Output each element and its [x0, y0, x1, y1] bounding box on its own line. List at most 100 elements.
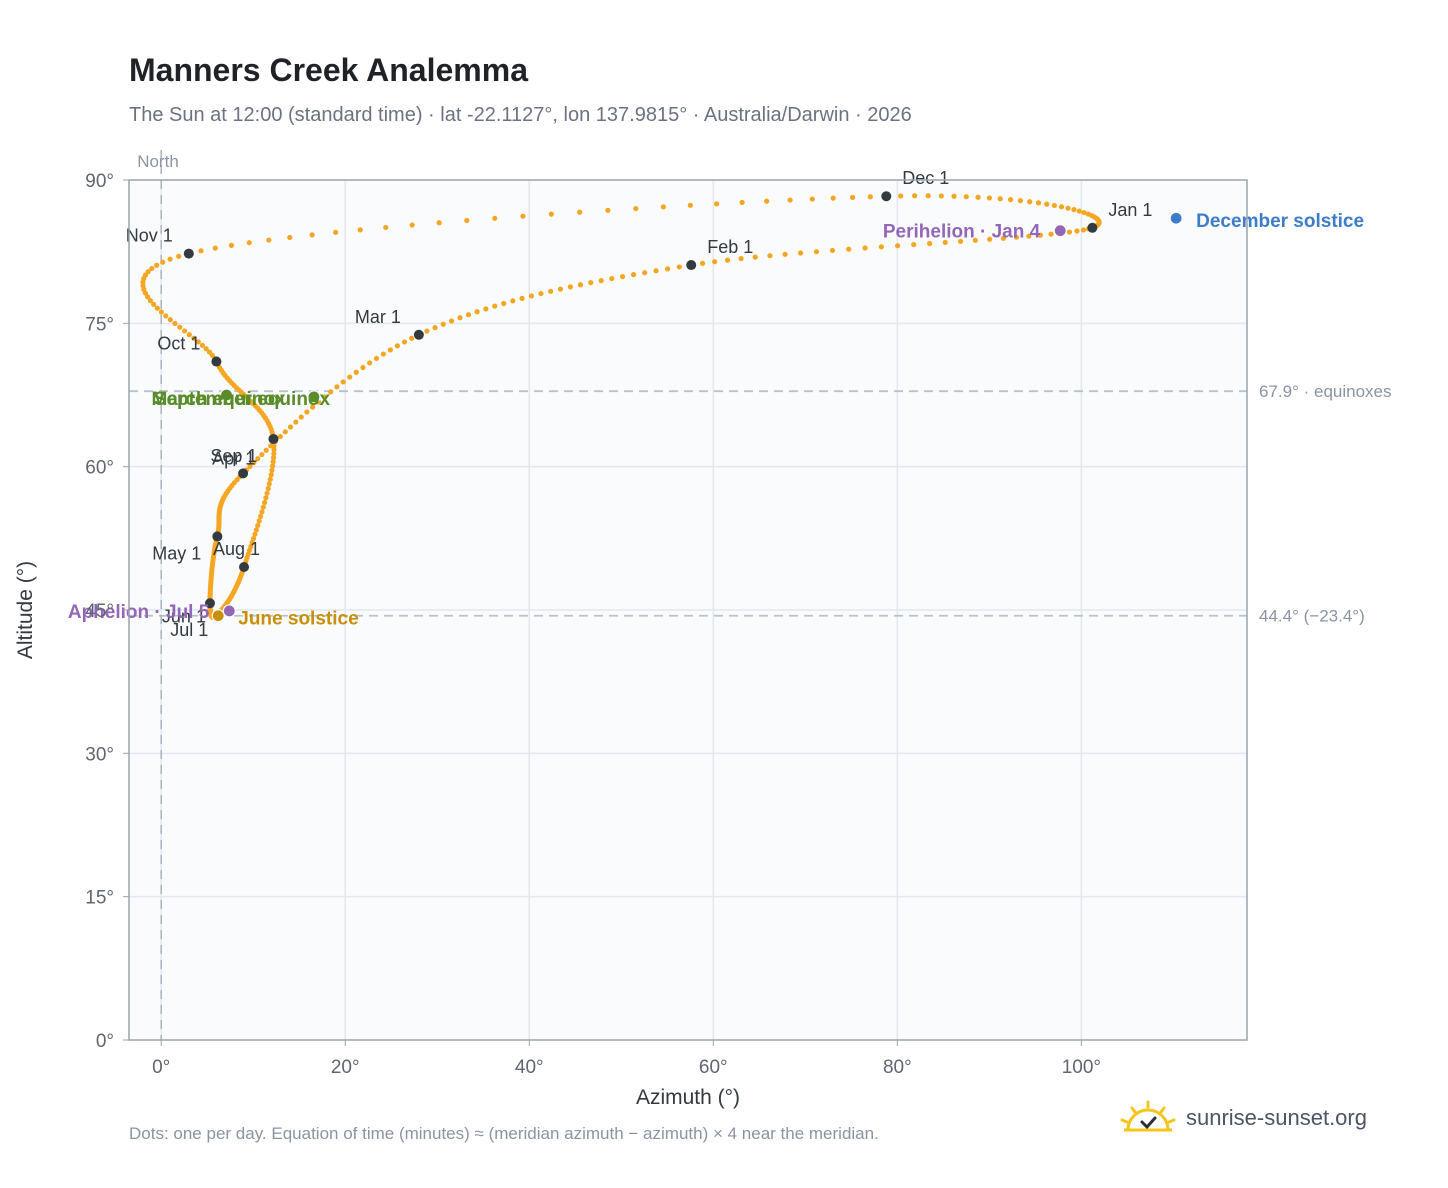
daily-dot — [383, 224, 389, 231]
daily-dot — [538, 290, 544, 297]
daily-dot — [588, 280, 594, 286]
daily-dot — [660, 204, 666, 210]
y-tick-label: 0° — [96, 1031, 114, 1052]
daily-dot — [465, 312, 472, 318]
daily-dot — [269, 467, 275, 473]
daily-dot — [160, 259, 166, 265]
daily-dot — [154, 305, 160, 311]
daily-dot — [394, 343, 400, 349]
daily-dot — [642, 270, 648, 276]
event-label: December solstice — [1196, 211, 1364, 232]
month-marker-jun-1 — [204, 598, 215, 609]
daily-dot — [271, 447, 277, 453]
month-label: Dec 1 — [902, 168, 949, 188]
daily-dot — [262, 499, 268, 506]
daily-dot — [1076, 208, 1082, 214]
daily-dot — [520, 213, 526, 219]
daily-dot — [528, 293, 535, 299]
daily-dot — [1007, 197, 1014, 203]
daily-dot — [687, 202, 693, 208]
daily-dot — [373, 355, 380, 362]
daily-dot — [448, 318, 455, 324]
daily-dot — [268, 472, 274, 478]
daily-dot — [181, 328, 188, 334]
daily-dot — [163, 313, 169, 319]
daily-dot — [483, 306, 489, 312]
north-line: North — [137, 150, 179, 1040]
north-label: North — [137, 152, 179, 171]
daily-dot — [1071, 207, 1077, 213]
daily-dot — [609, 275, 615, 282]
daily-dot — [264, 490, 270, 496]
daily-dot — [699, 260, 706, 266]
daily-dot — [409, 222, 415, 228]
daily-dot — [1081, 209, 1087, 216]
daily-dot — [252, 531, 258, 537]
daily-dot — [986, 195, 992, 201]
month-label: Mar 1 — [355, 307, 401, 327]
daily-dot — [167, 256, 173, 262]
daily-dot — [172, 320, 178, 327]
daily-dot — [248, 543, 254, 550]
daily-dot — [357, 227, 363, 233]
daily-dot — [149, 265, 155, 272]
event-label: March equinox — [151, 389, 286, 410]
daily-dot — [957, 238, 964, 244]
daily-dot — [334, 384, 340, 390]
y-tick-label: 30° — [85, 744, 114, 765]
x-tick-label: 80° — [883, 1057, 912, 1078]
daily-dot — [548, 211, 554, 217]
daily-dot — [1026, 233, 1032, 239]
daily-dot — [321, 394, 328, 400]
daily-dot — [186, 332, 192, 338]
axis-ticks: 0° 20° 40° 60° 80° 100° 0° 15° 30° 45° 60° 75° 90° — [85, 171, 1101, 1078]
daily-dot — [287, 424, 294, 430]
daily-dot — [1048, 231, 1054, 237]
sun-check-icon — [1120, 1100, 1176, 1132]
daily-dot — [440, 321, 446, 327]
daily-dot — [309, 232, 315, 238]
daily-dot — [251, 460, 257, 466]
daily-dot — [340, 379, 346, 385]
daily-dot — [360, 364, 366, 371]
daily-dot — [519, 295, 525, 301]
month-label: Nov 1 — [126, 226, 173, 246]
daily-dot — [353, 369, 359, 375]
event-label: Perihelion · Jan 4 — [883, 222, 1041, 243]
daily-dot — [972, 237, 978, 243]
daily-dot — [724, 257, 731, 263]
daily-dot — [1037, 232, 1043, 238]
x-tick-label: 60° — [699, 1057, 728, 1078]
daily-dot — [567, 284, 573, 290]
y-tick-label: 75° — [85, 314, 114, 335]
daily-dot — [253, 527, 259, 533]
event-label: September equinox — [154, 389, 331, 410]
daily-dot — [277, 433, 283, 440]
daily-dot — [942, 239, 948, 246]
daily-dot — [304, 409, 310, 415]
daily-dot — [619, 274, 626, 280]
daily-dot — [409, 335, 415, 341]
brand-text[interactable]: sunrise-sunset.org — [1186, 1105, 1367, 1130]
daily-dot — [255, 456, 261, 462]
daily-dot — [177, 324, 183, 330]
daily-dot — [1065, 205, 1071, 211]
daily-dot — [714, 201, 720, 207]
chart-subtitle: The Sun at 12:00 (standard time) · lat -… — [129, 104, 912, 126]
daily-dot — [145, 269, 151, 275]
y-tick-label: 60° — [85, 458, 114, 479]
daily-dot — [912, 193, 918, 199]
daily-dot — [813, 249, 820, 255]
event-marker-perihelion-jan-4 — [1053, 224, 1067, 238]
event-marker-december-solstice — [1169, 211, 1183, 225]
daily-dot — [798, 250, 804, 256]
daily-dot — [767, 253, 773, 259]
daily-dot — [246, 240, 252, 246]
y-tick-label: 15° — [85, 888, 114, 909]
brand-link[interactable]: sunrise-sunset.org — [1120, 1100, 1367, 1136]
daily-dot — [963, 194, 969, 200]
event-marker-aphelion-jul-5 — [222, 604, 236, 618]
event-marker-september-equinox — [307, 390, 321, 404]
daily-dot — [464, 217, 470, 224]
